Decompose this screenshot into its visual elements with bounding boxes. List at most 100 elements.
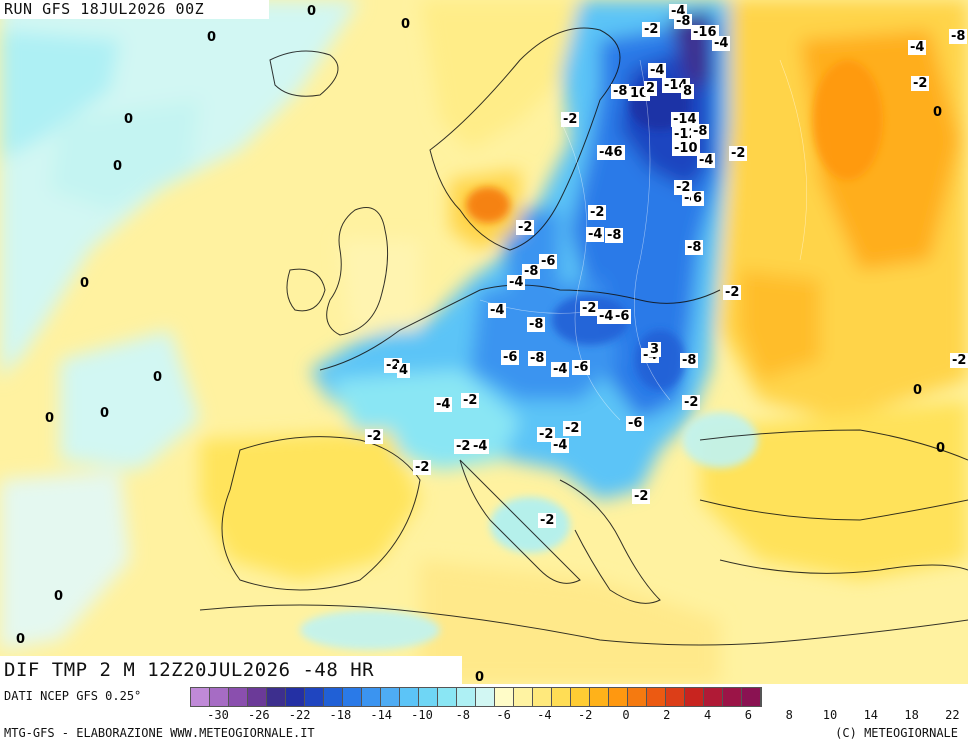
turkey-south	[719, 559, 968, 574]
legend-swatch	[742, 688, 761, 706]
anomaly-value-label: -4	[471, 439, 490, 454]
anomaly-value-label: -2	[454, 439, 473, 454]
anomaly-value-label: 0	[100, 406, 110, 421]
anomaly-value-label: -4	[551, 438, 570, 453]
anomaly-value-label: 0	[124, 112, 134, 127]
legend-tick-label: 8	[785, 708, 793, 722]
legend-tick-label: 14	[863, 708, 879, 722]
map-canvas	[0, 0, 968, 684]
legend-tick-label: 18	[904, 708, 919, 722]
anomaly-value-label: -2	[461, 393, 480, 408]
anomaly-value-label: -2	[561, 112, 580, 127]
anomaly-value-label: -6	[501, 350, 520, 365]
legend-tick-label: 10	[822, 708, 838, 722]
legend-tick-label: -8	[455, 708, 471, 722]
anomaly-value-label: 0	[401, 17, 411, 32]
anomaly-value-label: -6	[613, 309, 632, 324]
anomaly-value-label: -8	[611, 84, 630, 99]
anomaly-value-label: 4	[397, 363, 411, 378]
anomaly-value-label: -14	[671, 112, 699, 127]
anomaly-value-label: -2	[538, 513, 557, 528]
anomaly-value-label: 0	[307, 4, 317, 19]
legend-tick-label: -26	[247, 708, 270, 722]
map-caption: DIF TMP 2 M 12Z20JUL2026 -48 HR	[0, 656, 462, 684]
anomaly-value-label: -2	[413, 460, 432, 475]
legend-tick-label: -4	[537, 708, 552, 722]
legend-tick-label: 0	[622, 708, 630, 722]
coastlines	[199, 27, 968, 646]
legend-swatch	[438, 688, 457, 706]
anomaly-value-label: -6	[572, 360, 591, 375]
legend-swatch	[400, 688, 419, 706]
legend-tick-label: 22	[945, 708, 960, 722]
scandinavia-outline	[429, 27, 621, 251]
legend-tick-label: 6	[744, 708, 753, 722]
anomaly-value-label: -2	[580, 301, 599, 316]
legend-swatch	[210, 688, 229, 706]
anomaly-value-label: -2	[516, 220, 535, 235]
anomaly-value-label: -8	[522, 264, 541, 279]
legend-swatch	[457, 688, 476, 706]
anomaly-value-label: -2	[729, 146, 748, 161]
iberia-outline	[221, 436, 421, 591]
legend-swatch	[685, 688, 704, 706]
anomaly-value-label: 0	[913, 383, 923, 398]
anomaly-value-label: -8	[605, 228, 624, 243]
anomaly-value-label: 0	[475, 670, 485, 684]
anomaly-value-label: -4	[648, 63, 667, 78]
legend-tick-label: 2	[663, 708, 671, 722]
anomaly-value-label: -8	[528, 351, 547, 366]
anomaly-value-label: 0	[153, 370, 163, 385]
anomaly-value-label: 0	[45, 411, 55, 426]
copyright-text: (C) METEOGIORNALE	[835, 726, 958, 740]
iceland-outline	[269, 50, 339, 97]
anomaly-value-label: -10	[672, 141, 700, 156]
anomaly-value-label: -8	[674, 14, 693, 29]
anomaly-value-label: -2	[588, 205, 607, 220]
anomaly-value-label: -4	[908, 40, 927, 55]
legend-tick-label: 4	[703, 708, 712, 722]
anomaly-value-label: 0	[936, 441, 946, 456]
turkey-north	[699, 499, 968, 521]
balkans-outline	[559, 479, 661, 604]
legend-swatch	[723, 688, 742, 706]
britain-outline	[326, 207, 389, 336]
iberia-area	[200, 430, 420, 580]
anomaly-value-label: -2	[563, 421, 582, 436]
legend-swatch	[362, 688, 381, 706]
legend-swatch	[286, 688, 305, 706]
legend-tick-label: -14	[370, 708, 393, 722]
anomaly-value-label: -4	[434, 397, 453, 412]
data-source: DATI NCEP GFS 0.25°	[4, 689, 142, 703]
temperature-anomaly-map: 0 0 0 0 0 0 0 0 0 0 0 0 0 0 0 -4 -8 -2 -16 -4 -4 -14 -8 10 2 8 -2-…	[0, 0, 968, 684]
legend-swatch	[666, 688, 685, 706]
legend-swatch	[704, 688, 723, 706]
legend-swatch	[533, 688, 552, 706]
anomaly-value-label: 0	[16, 632, 26, 647]
anomaly-value-label: -2	[911, 76, 930, 91]
legend-swatch	[229, 688, 248, 706]
anomaly-value-label: 0	[80, 276, 90, 291]
anomaly-value-label: 2	[644, 81, 658, 96]
anomaly-value-label: -8	[685, 240, 704, 255]
legend-swatch	[514, 688, 533, 706]
legend-tick-label: -10	[411, 708, 433, 722]
anomaly-value-label: -4	[551, 362, 570, 377]
legend-tick-label: -30	[207, 708, 229, 722]
legend-swatch	[552, 688, 571, 706]
anomaly-value-label: 8	[681, 84, 695, 99]
anomaly-value-label: 6	[691, 191, 705, 206]
color-scale-ticks: -30-26-22-18-14-10-8-6-4-202468101418223…	[190, 708, 968, 722]
legend-tick-label: -22	[288, 708, 311, 722]
anomaly-value-label: -6	[626, 416, 645, 431]
black-sea-north	[699, 429, 968, 461]
legend-swatch	[476, 688, 495, 706]
legend-swatch	[609, 688, 628, 706]
anomaly-value-label: -8	[949, 29, 968, 44]
anomaly-value-label: -2	[632, 489, 651, 504]
legend-swatch	[324, 688, 343, 706]
legend-swatch	[419, 688, 438, 706]
anomaly-value-label: 0	[207, 30, 217, 45]
legend-swatch	[191, 688, 210, 706]
legend-swatch	[647, 688, 666, 706]
